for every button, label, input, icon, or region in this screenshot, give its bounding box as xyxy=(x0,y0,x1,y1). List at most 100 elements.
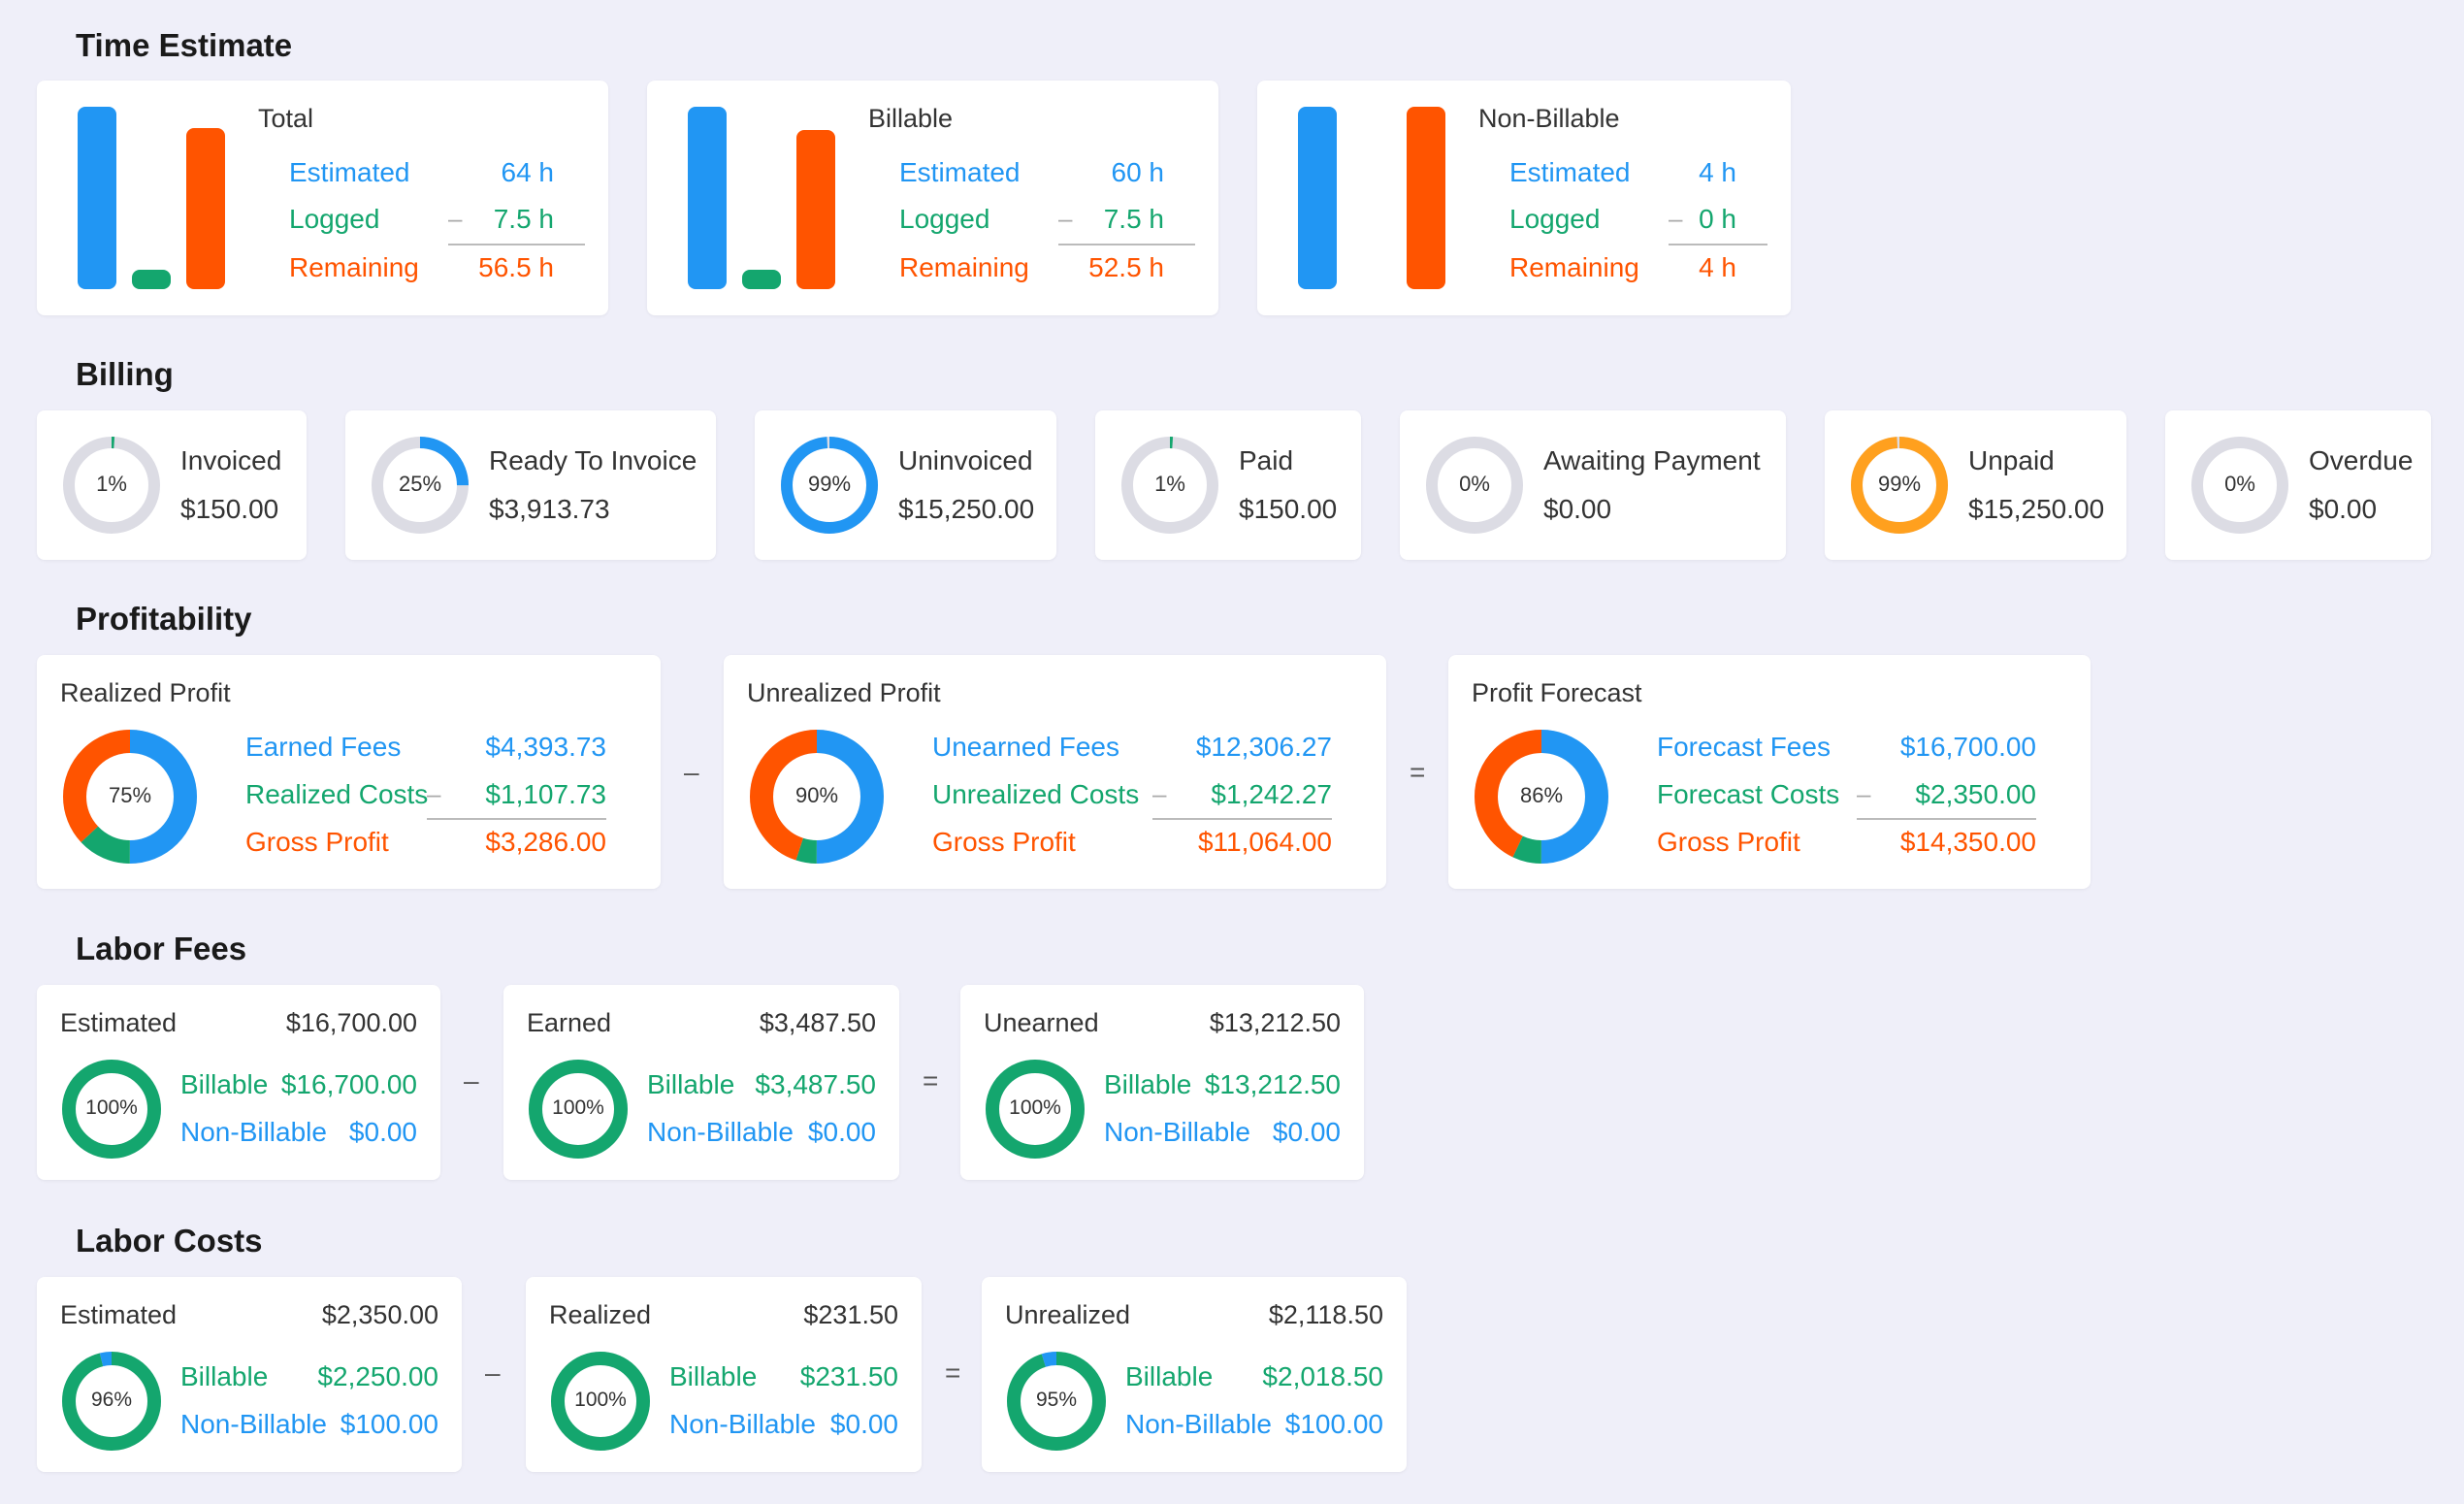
billing-card-ready-to-invoice: 25% Ready To Invoice $3,913.73 xyxy=(345,410,716,560)
section-title-time-estimate: Time Estimate xyxy=(76,27,293,63)
labor-fees-card-estimated: Estimated $16,700.00 100% Billable $16,700.0… xyxy=(37,985,440,1180)
billable-label: Billable xyxy=(1104,1069,1192,1099)
card-title: Earned xyxy=(527,1008,612,1037)
card-title: Profit Forecast xyxy=(1472,678,1642,707)
billing-card-invoiced: 1% Invoiced $150.00 xyxy=(37,410,307,560)
billing-value: $15,250.00 xyxy=(898,494,1035,524)
billing-value: $150.00 xyxy=(1239,494,1338,524)
section-title-labor-costs: Labor Costs xyxy=(76,1223,263,1259)
costs-value: $1,107.73 xyxy=(485,779,606,809)
logged-value: 7.5 h xyxy=(493,204,554,234)
equals-operator: = xyxy=(945,1357,961,1388)
donut-chart xyxy=(1121,437,1218,534)
costs-label: Forecast Costs xyxy=(1657,779,1840,809)
profit-value: $3,286.00 xyxy=(485,827,606,857)
nonbillable-value: $0.00 xyxy=(807,1117,876,1147)
donut-chart xyxy=(63,437,160,534)
card-title: Unearned xyxy=(984,1008,1099,1037)
donut-chart xyxy=(1007,1352,1106,1451)
remaining-label: Remaining xyxy=(289,252,419,282)
profit-card-forecast: Profit Forecast 86% Forecast Fees $16,700.0… xyxy=(1448,655,2091,889)
card-total: $16,700.00 xyxy=(285,1008,417,1037)
donut-percent-label: 100% xyxy=(85,1095,138,1119)
donut-chart xyxy=(551,1352,650,1451)
card-title: Realized xyxy=(549,1300,652,1329)
card-total: $13,212.50 xyxy=(1209,1008,1341,1037)
estimated-value: 64 h xyxy=(501,157,555,187)
donut-segment-profit xyxy=(63,730,197,864)
donut-percent-label: 75% xyxy=(108,783,152,808)
divider xyxy=(448,244,585,245)
card-title: Unrealized Profit xyxy=(747,678,941,707)
nonbillable-value: $0.00 xyxy=(348,1117,417,1147)
donut-percent-label: 1% xyxy=(96,472,127,497)
divider xyxy=(1152,818,1332,820)
divider xyxy=(1058,244,1195,245)
nonbillable-label: Non-Billable xyxy=(669,1409,816,1439)
donut-chart xyxy=(62,1352,161,1451)
donut-chart xyxy=(1475,730,1608,864)
donut-segment xyxy=(781,437,878,534)
costs-value: $2,350.00 xyxy=(1915,779,2036,809)
donut-segment-billable xyxy=(986,1060,1085,1159)
section-title-billing: Billing xyxy=(76,356,174,392)
billable-value: $2,250.00 xyxy=(317,1361,438,1391)
billing-label: Paid xyxy=(1239,445,1294,475)
bar-estimated xyxy=(78,107,116,289)
billable-label: Billable xyxy=(1125,1361,1214,1391)
billing-card-unpaid: 99% Unpaid $15,250.00 xyxy=(1825,410,2126,560)
card-title: Estimated xyxy=(60,1008,178,1037)
fees-label: Forecast Fees xyxy=(1657,732,1831,762)
donut-chart xyxy=(1426,437,1523,534)
billing-value: $0.00 xyxy=(1543,494,1612,524)
donut-chart xyxy=(372,437,469,534)
minus-sign: – xyxy=(1152,779,1167,808)
donut-percent-label: 0% xyxy=(1459,472,1490,497)
minus-operator: – xyxy=(684,757,699,787)
estimated-value: 60 h xyxy=(1111,157,1165,187)
donut-percent-label: 86% xyxy=(1519,783,1564,808)
card-total: $2,350.00 xyxy=(321,1300,438,1329)
nonbillable-value: $100.00 xyxy=(1284,1409,1383,1439)
logged-label: Logged xyxy=(289,204,380,234)
donut-percent-label: 1% xyxy=(1154,472,1185,497)
equals-operator: = xyxy=(923,1065,939,1095)
nonbillable-value: $100.00 xyxy=(340,1409,438,1439)
donut-percent-label: 90% xyxy=(794,783,839,808)
billing-label: Invoiced xyxy=(180,445,282,475)
divider xyxy=(1857,818,2036,820)
profit-value: $14,350.00 xyxy=(1899,827,2036,857)
billing-value: $150.00 xyxy=(180,494,279,524)
donut-segment-billable xyxy=(62,1060,161,1159)
donut-chart xyxy=(63,730,197,864)
labor-costs-card-unrealized: Unrealized $2,118.50 95% Billable $2,018.50 N… xyxy=(982,1277,1407,1472)
nonbillable-label: Non-Billable xyxy=(180,1409,327,1439)
minus-sign: – xyxy=(427,779,441,808)
bar-remaining xyxy=(1407,107,1445,289)
nonbillable-label: Non-Billable xyxy=(180,1117,327,1147)
billing-label: Uninvoiced xyxy=(898,445,1033,475)
billable-value: $13,212.50 xyxy=(1204,1069,1341,1099)
profit-card-unrealized: Unrealized Profit 90% Unearned Fees $12,306… xyxy=(724,655,1386,889)
divider xyxy=(427,818,606,820)
donut-percent-label: 96% xyxy=(90,1388,133,1411)
billable-value: $16,700.00 xyxy=(280,1069,417,1099)
billable-value: $2,018.50 xyxy=(1262,1361,1383,1391)
fees-label: Earned Fees xyxy=(245,732,402,762)
section-title-labor-fees: Labor Fees xyxy=(76,931,247,966)
minus-sign: – xyxy=(1857,779,1871,808)
time-card-total: Total Estimated 64 h Logged – 7.5 h Rema… xyxy=(37,81,608,315)
card-title: Non-Billable xyxy=(1478,104,1620,133)
fees-value: $16,700.00 xyxy=(1899,732,2036,762)
billing-label: Awaiting Payment xyxy=(1543,445,1761,475)
equals-operator: = xyxy=(1410,757,1426,787)
billing-card-paid: 1% Paid $150.00 xyxy=(1095,410,1361,560)
fees-value: $12,306.27 xyxy=(1195,732,1332,762)
donut-segment xyxy=(1121,437,1218,534)
billable-label: Billable xyxy=(669,1361,758,1391)
profit-label: Gross Profit xyxy=(1657,827,1800,857)
remaining-value: 4 h xyxy=(1699,252,1736,282)
billing-card-uninvoiced: 99% Uninvoiced $15,250.00 xyxy=(755,410,1056,560)
logged-value: 0 h xyxy=(1699,204,1736,234)
donut-segment-billable xyxy=(529,1060,628,1159)
